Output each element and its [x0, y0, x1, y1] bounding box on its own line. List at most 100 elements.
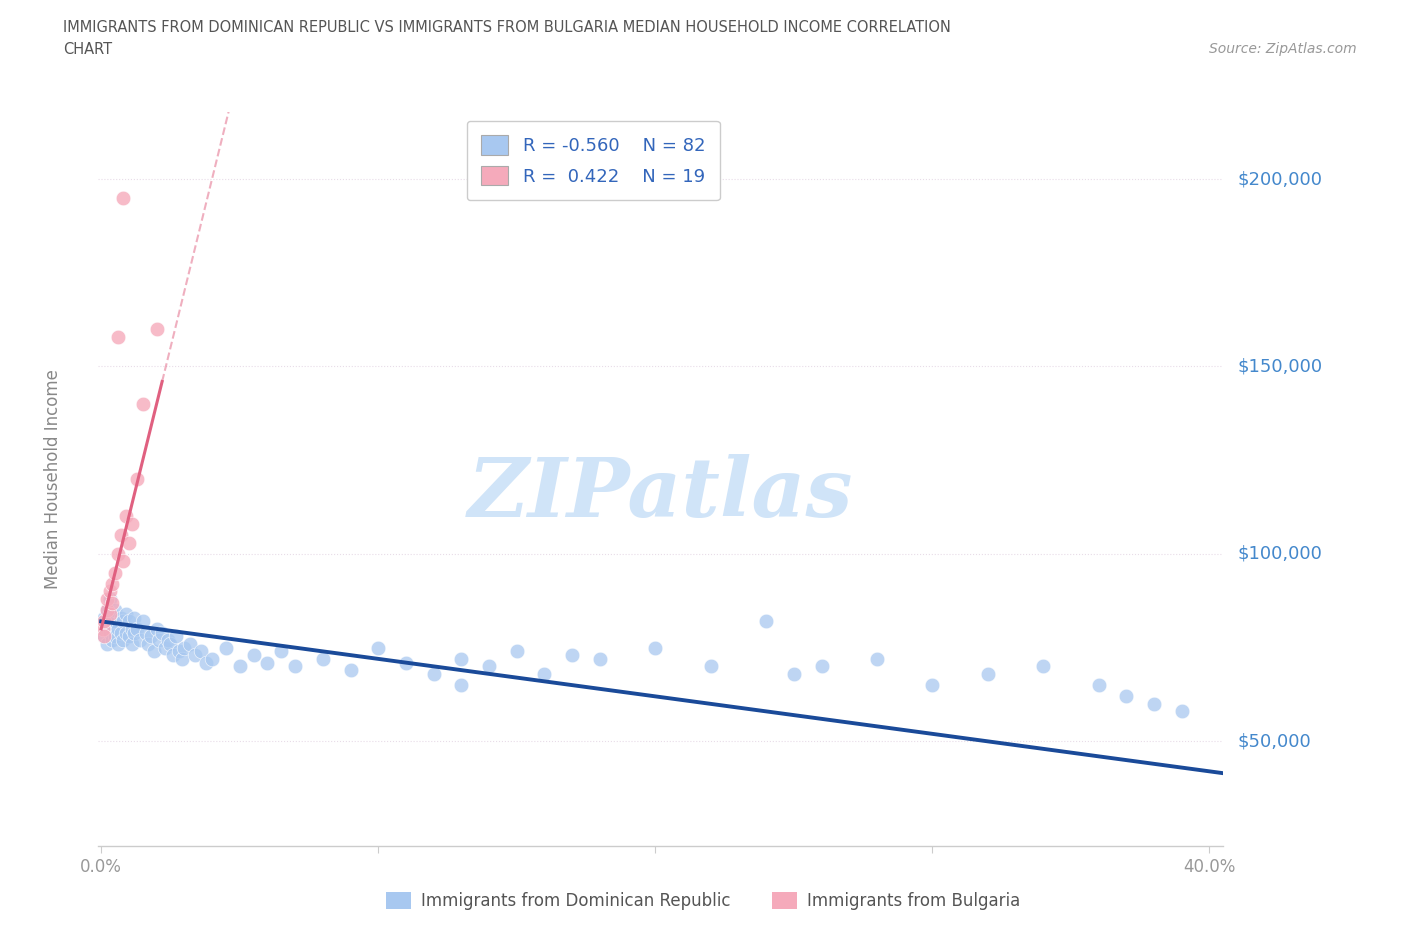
- Point: [422, 667, 444, 682]
- Point: [101, 606, 124, 621]
- Point: [162, 647, 184, 662]
- Point: [104, 614, 127, 629]
- Point: [98, 614, 121, 629]
- Point: [115, 509, 138, 524]
- Point: [506, 644, 529, 658]
- Point: [124, 625, 146, 640]
- Point: [977, 667, 1000, 682]
- Text: $200,000: $200,000: [1237, 170, 1322, 188]
- Point: [1087, 678, 1109, 693]
- Point: [145, 621, 167, 636]
- Point: [215, 640, 238, 655]
- Point: [1115, 689, 1137, 704]
- Point: [98, 591, 121, 606]
- Point: [921, 678, 943, 693]
- Point: [256, 656, 278, 671]
- Point: [118, 614, 141, 629]
- Point: [115, 625, 138, 640]
- Point: [153, 640, 176, 655]
- Point: [104, 603, 127, 618]
- Point: [312, 651, 335, 666]
- Point: [159, 636, 181, 651]
- Point: [156, 632, 179, 647]
- Point: [121, 636, 143, 651]
- Point: [284, 659, 307, 674]
- Point: [132, 396, 155, 411]
- Point: [110, 610, 132, 625]
- Point: [107, 636, 129, 651]
- Point: [112, 554, 135, 569]
- Point: [96, 603, 118, 618]
- Point: [93, 614, 115, 629]
- Point: [1032, 659, 1054, 674]
- Point: [184, 647, 207, 662]
- Point: [129, 632, 152, 647]
- Point: [101, 577, 124, 591]
- Point: [124, 610, 146, 625]
- Point: [136, 636, 159, 651]
- Point: [450, 651, 472, 666]
- Point: [101, 632, 124, 647]
- Point: [101, 595, 124, 610]
- Legend: R = -0.560    N = 82, R =  0.422    N = 19: R = -0.560 N = 82, R = 0.422 N = 19: [467, 121, 720, 200]
- Point: [866, 651, 889, 666]
- Point: [107, 547, 129, 562]
- Point: [107, 329, 129, 344]
- Point: [96, 603, 118, 618]
- Point: [104, 565, 127, 580]
- Point: [115, 606, 138, 621]
- Text: ZIPatlas: ZIPatlas: [468, 454, 853, 534]
- Point: [96, 621, 118, 636]
- Point: [367, 640, 389, 655]
- Point: [91, 621, 114, 636]
- Point: [121, 621, 143, 636]
- Point: [112, 614, 135, 629]
- Point: [561, 647, 583, 662]
- Point: [755, 614, 778, 629]
- Text: $100,000: $100,000: [1237, 545, 1322, 563]
- Point: [195, 656, 218, 671]
- Text: CHART: CHART: [63, 42, 112, 57]
- Point: [1143, 697, 1166, 711]
- Point: [201, 651, 224, 666]
- Point: [121, 516, 143, 531]
- Point: [242, 647, 264, 662]
- Point: [110, 625, 132, 640]
- Point: [395, 656, 418, 671]
- Point: [167, 644, 190, 658]
- Point: [139, 629, 162, 644]
- Point: [93, 610, 115, 625]
- Point: [145, 322, 167, 337]
- Point: [118, 629, 141, 644]
- Point: [127, 621, 149, 636]
- Point: [165, 629, 187, 644]
- Point: [699, 659, 721, 674]
- Point: [118, 536, 141, 551]
- Point: [93, 629, 115, 644]
- Text: $50,000: $50,000: [1237, 732, 1310, 751]
- Text: IMMIGRANTS FROM DOMINICAN REPUBLIC VS IMMIGRANTS FROM BULGARIA MEDIAN HOUSEHOLD : IMMIGRANTS FROM DOMINICAN REPUBLIC VS IM…: [63, 20, 950, 35]
- Point: [110, 527, 132, 542]
- Point: [270, 644, 292, 658]
- Point: [533, 667, 555, 682]
- Point: [810, 659, 832, 674]
- Point: [589, 651, 612, 666]
- Point: [98, 606, 121, 621]
- Point: [179, 636, 201, 651]
- Point: [104, 629, 127, 644]
- Point: [783, 667, 806, 682]
- Point: [173, 640, 195, 655]
- Point: [190, 644, 212, 658]
- Point: [170, 651, 193, 666]
- Point: [98, 625, 121, 640]
- Point: [96, 591, 118, 606]
- Text: Source: ZipAtlas.com: Source: ZipAtlas.com: [1209, 42, 1357, 56]
- Point: [96, 636, 118, 651]
- Point: [644, 640, 666, 655]
- Point: [148, 632, 170, 647]
- Point: [478, 659, 501, 674]
- Point: [1170, 704, 1192, 719]
- Point: [112, 191, 135, 206]
- Point: [101, 621, 124, 636]
- Point: [107, 621, 129, 636]
